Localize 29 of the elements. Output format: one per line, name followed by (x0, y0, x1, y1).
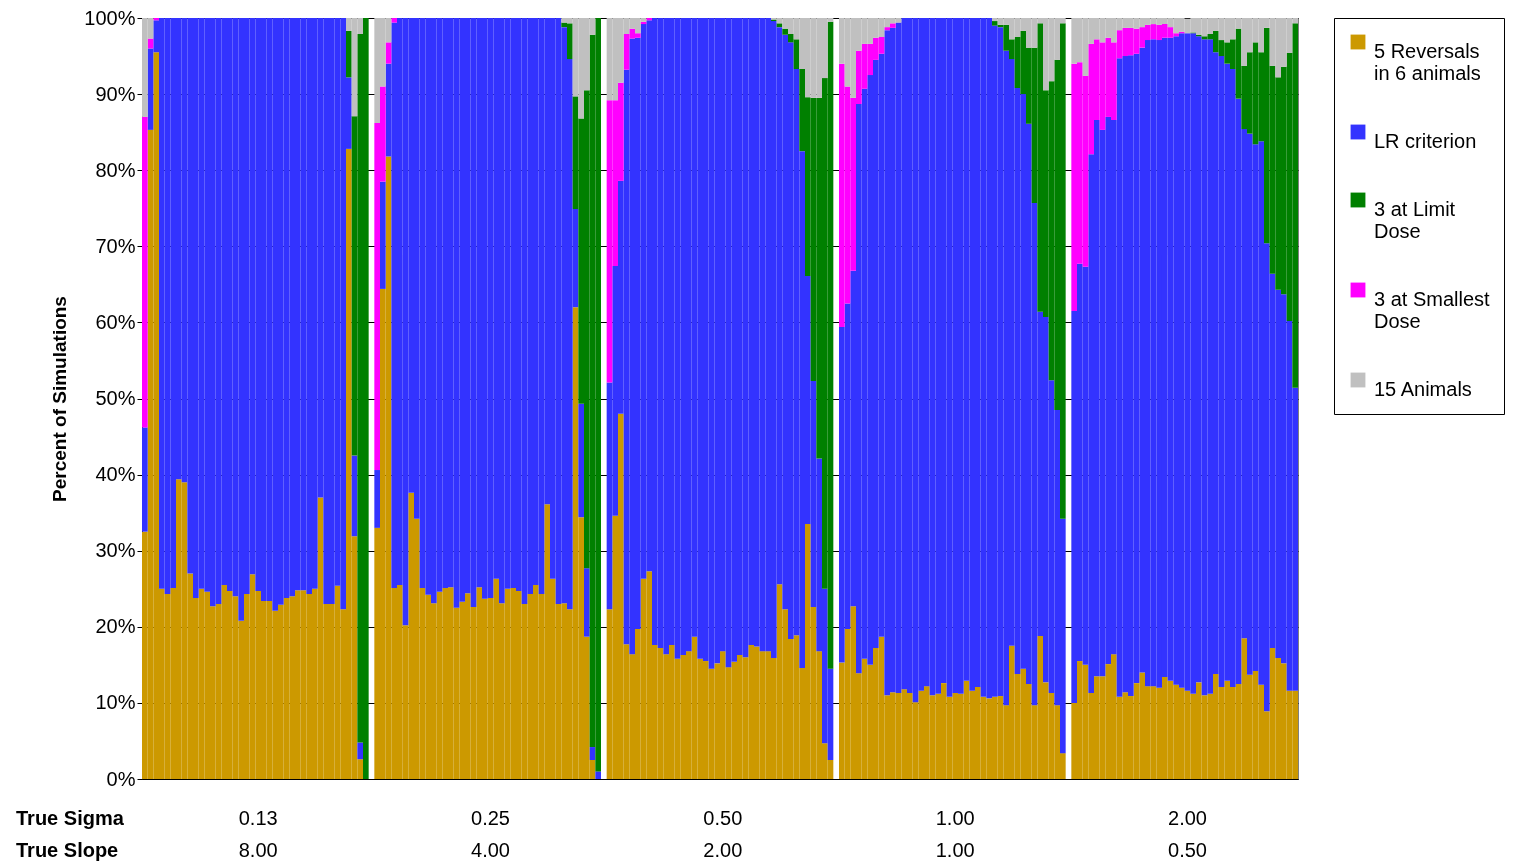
text: 0.13 (238, 807, 278, 829)
text: 2.00 (703, 839, 743, 861)
legend-label: 5 Reversals in 6 animals (1374, 40, 1481, 84)
y-tick-label: 80% (95, 158, 136, 181)
legend-label: LR criterion (1374, 130, 1477, 152)
text: 8.00 (238, 839, 278, 861)
y-tick-label: 60% (95, 310, 136, 333)
y-tick-label: 90% (95, 82, 136, 105)
y-tick-label: 70% (95, 234, 136, 257)
text: 2.00 (1168, 807, 1207, 829)
y-tick-label: 30% (95, 539, 136, 562)
y-axis-title: Percent of Simulations (49, 296, 71, 502)
text: 0.50 (1168, 839, 1207, 861)
legend-label: 3 at Limit Dose (1374, 198, 1456, 242)
y-tick-label: 20% (95, 615, 136, 638)
y-tick-label: 40% (95, 463, 136, 486)
y-tick-label: 100% (84, 6, 136, 29)
text: 0.25 (471, 807, 510, 829)
text: 0.50 (703, 807, 743, 829)
legend-label: 3 at Smallest Dose (1374, 288, 1491, 332)
y-tick-label: 10% (95, 691, 136, 714)
text: True Slope (16, 839, 119, 861)
text: 1.00 (935, 807, 975, 829)
y-tick-label: 0% (106, 767, 136, 790)
y-tick-label: 50% (95, 387, 136, 409)
text: 4.00 (471, 839, 510, 861)
text: True Sigma (16, 807, 125, 829)
text: 1.00 (935, 839, 975, 861)
legend-label: 15 Animals (1374, 378, 1472, 400)
